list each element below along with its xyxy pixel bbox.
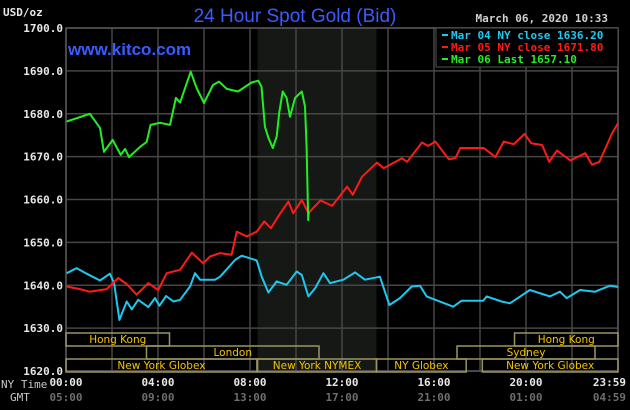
y-tick-label: 1660.0 [23, 194, 63, 207]
series-line-0 [66, 254, 619, 321]
y-tick-label: 1620.0 [23, 365, 63, 378]
series-line-1 [66, 122, 619, 296]
x-tick-label: 12:00 [325, 376, 358, 389]
unit-label: USD/oz [3, 6, 43, 19]
session-label: New York Globex [506, 360, 594, 372]
x-tick-label: 00:00 [49, 376, 82, 389]
session-new-york-nymex: New York NYMEX [256, 358, 378, 373]
session-label: Hong Kong [538, 334, 595, 346]
session-label: Hong Kong [89, 334, 146, 346]
x-tick-label: 08:00 [233, 376, 266, 389]
legend-entry: Mar 05 NY close 1671.80 [451, 41, 603, 54]
legend-box [435, 27, 619, 68]
session-box [375, 358, 467, 373]
y-tick-label: 1690.0 [23, 65, 63, 78]
session-hong-kong: Hong Kong [65, 332, 171, 347]
session-new-york-globex: New York Globex [481, 358, 619, 373]
session-label: London [214, 347, 253, 359]
y-tick-label: 1650.0 [23, 236, 63, 249]
timestamp: March 06, 2020 10:33 [476, 12, 608, 25]
gmt-tick-label: 13:00 [233, 391, 266, 404]
legend-entry: Mar 04 NY close 1636.20 [451, 29, 603, 42]
gmt-tick-label: 09:00 [141, 391, 174, 404]
session-box [481, 358, 619, 373]
series-line-2 [66, 70, 310, 222]
session-ny-globex: NY Globex [375, 358, 467, 373]
session-label: NY Globex [394, 360, 448, 372]
session-label: New York NYMEX [273, 360, 362, 372]
y-tick-label: 1630.0 [23, 322, 63, 335]
y-tick-label: 1670.0 [23, 151, 63, 164]
legend-entry: Mar 06 Last 1657.10 [451, 53, 577, 66]
y-tick-label: 1700.0 [23, 22, 63, 35]
legend-swatch [442, 34, 448, 36]
session-box [65, 332, 171, 347]
gmt-tick-label: 05:00 [49, 391, 82, 404]
x-axis-row-label: NY Time [1, 378, 47, 391]
x-tick-label: 23:59 [593, 376, 626, 389]
y-tick-label: 1680.0 [23, 108, 63, 121]
x-tick-label: 16:00 [417, 376, 450, 389]
x-tick-label: 04:00 [141, 376, 174, 389]
website-label: www.kitco.com [67, 40, 191, 59]
legend-swatch [442, 46, 448, 48]
session-label: New York Globex [117, 360, 205, 372]
gmt-tick-label: 17:00 [325, 391, 358, 404]
gmt-tick-label: 04:59 [593, 391, 626, 404]
chart-title: 24 Hour Spot Gold (Bid) [194, 6, 397, 27]
gmt-row-label: GMT [10, 391, 30, 404]
legend-swatch [442, 58, 448, 60]
gmt-tick-label: 01:00 [509, 391, 542, 404]
plot-border [65, 27, 619, 372]
x-tick-label: 20:00 [509, 376, 542, 389]
gmt-tick-label: 21:00 [417, 391, 450, 404]
y-tick-label: 1640.0 [23, 279, 63, 292]
session-label: Sydney [507, 347, 546, 359]
